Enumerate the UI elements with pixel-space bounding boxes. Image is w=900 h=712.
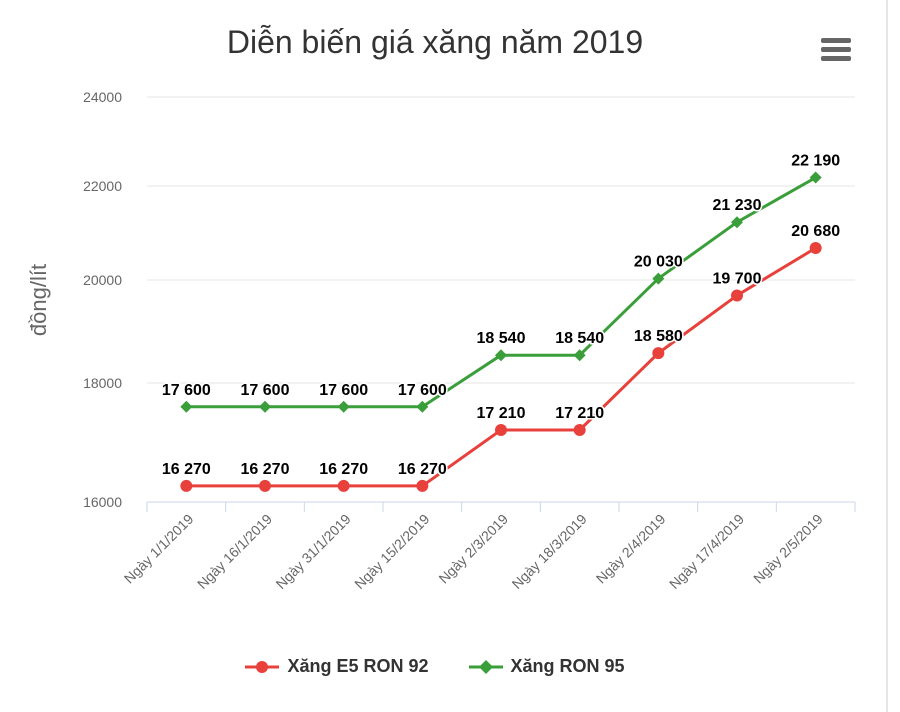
data-label: 18 540 — [555, 330, 604, 347]
y-tick-label: 20000 — [83, 272, 122, 288]
legend-item-series-1[interactable]: Xăng RON 95 — [468, 656, 625, 677]
legend-item-series-0[interactable]: Xăng E5 RON 92 — [245, 656, 429, 677]
data-point[interactable] — [180, 400, 193, 413]
data-label: 17 600 — [241, 382, 290, 399]
x-tick-label: Ngày 2/5/2019 — [750, 511, 826, 587]
data-label: 16 270 — [162, 461, 211, 478]
y-tick-label: 18000 — [83, 375, 122, 391]
data-point[interactable] — [809, 171, 822, 184]
data-label: 17 600 — [398, 382, 447, 399]
legend-label-series-0: Xăng E5 RON 92 — [287, 656, 429, 676]
data-point[interactable] — [416, 479, 429, 492]
data-point[interactable] — [416, 400, 429, 413]
y-axis-title: đồng/lít — [26, 264, 51, 336]
y-tick-label: 22000 — [83, 178, 122, 194]
data-point[interactable] — [495, 349, 507, 362]
data-point[interactable] — [573, 349, 586, 362]
data-label: 16 270 — [398, 461, 447, 478]
legend: Xăng E5 RON 92 Xăng RON 95 — [0, 656, 870, 677]
chart-title: Diễn biến giá xăng năm 2019 — [226, 24, 644, 60]
data-label: 18 580 — [634, 328, 683, 345]
data-label: 19 700 — [713, 270, 762, 287]
data-point[interactable] — [809, 242, 822, 255]
legend-label-series-1: Xăng RON 95 — [510, 656, 625, 676]
data-point[interactable] — [573, 424, 586, 437]
x-tick-label: Ngày 31/1/2019 — [273, 511, 354, 592]
y-tick-label: 24000 — [83, 89, 122, 105]
y-tick-label: 16000 — [83, 494, 122, 510]
hamburger-menu-icon[interactable] — [818, 38, 854, 68]
data-point[interactable] — [180, 479, 193, 492]
data-point[interactable] — [259, 400, 271, 413]
legend-marker-circle-icon — [245, 660, 280, 673]
x-tick-label: Ngày 1/1/2019 — [121, 511, 197, 587]
data-label: 17 210 — [555, 405, 604, 422]
x-tick-label: Ngày 18/3/2019 — [509, 511, 590, 592]
data-point[interactable] — [652, 347, 665, 360]
data-label: 16 270 — [319, 461, 368, 478]
data-point[interactable] — [731, 216, 743, 229]
x-tick-label: Ngày 15/2/2019 — [351, 511, 432, 592]
data-label: 17 600 — [319, 382, 368, 399]
data-point[interactable] — [495, 424, 507, 437]
data-point[interactable] — [337, 479, 350, 492]
data-label: 20 030 — [634, 254, 683, 271]
data-label: 17 600 — [162, 382, 211, 399]
data-label: 22 190 — [791, 153, 840, 170]
data-label: 16 270 — [241, 461, 290, 478]
frame-border — [886, 0, 888, 712]
data-point[interactable] — [259, 479, 271, 492]
data-point[interactable] — [337, 400, 350, 413]
legend-marker-diamond-icon — [468, 659, 503, 674]
data-label: 17 210 — [477, 405, 526, 422]
x-tick-label: Ngày 17/4/2019 — [666, 511, 747, 592]
data-label: 21 230 — [713, 197, 762, 214]
data-point[interactable] — [731, 289, 743, 302]
x-tick-label: Ngày 2/3/2019 — [435, 511, 511, 587]
data-label: 20 680 — [791, 223, 840, 240]
data-label: 18 540 — [477, 330, 526, 347]
data-point[interactable] — [652, 272, 665, 285]
x-tick-label: Ngày 2/4/2019 — [593, 511, 669, 587]
x-tick-label: Ngày 16/1/2019 — [194, 511, 275, 592]
